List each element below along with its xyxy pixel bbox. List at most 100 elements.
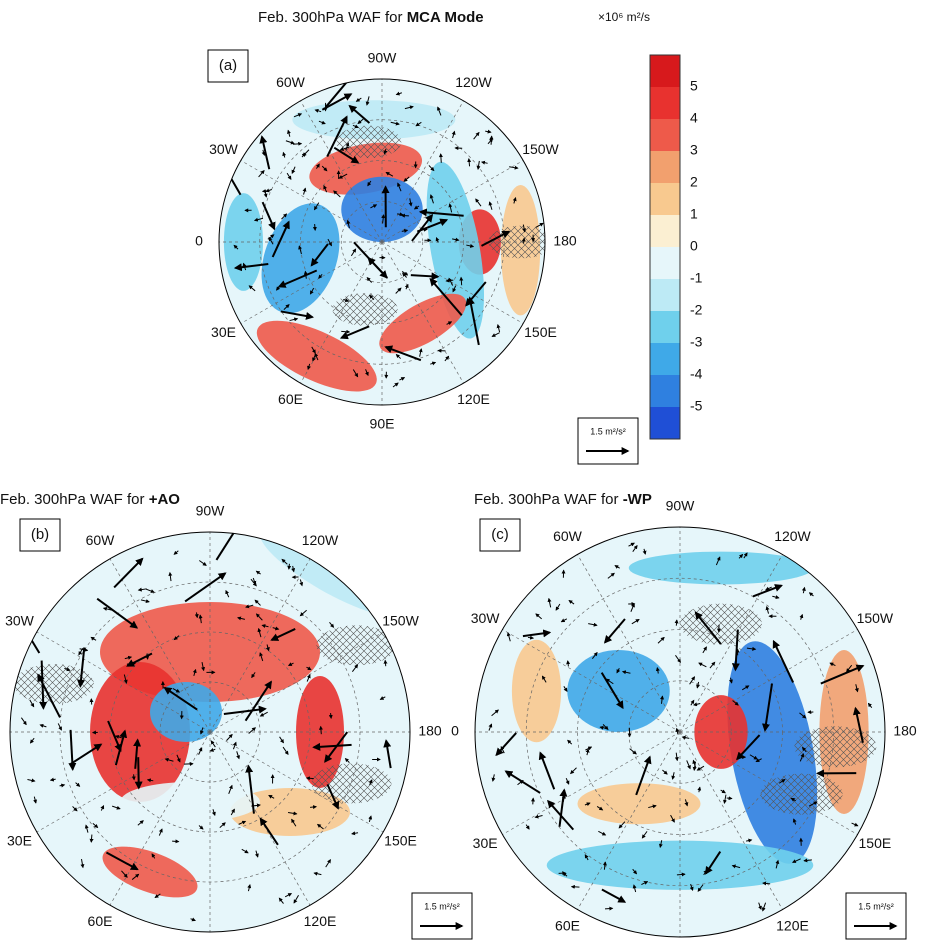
colorbar-bin [650, 215, 680, 247]
flux-vector [677, 874, 685, 875]
reference-vector-box [578, 418, 638, 464]
colorbar-label: -1 [690, 270, 703, 286]
map-field [216, 71, 553, 406]
longitude-label: 90W [196, 503, 226, 519]
longitude-label: 120E [776, 918, 809, 934]
longitude-label: 60E [88, 913, 113, 929]
colorbar-label: 2 [690, 174, 698, 190]
colorbar-bin [650, 183, 680, 215]
title-bold: MCA Mode [407, 9, 484, 26]
anomaly-region [512, 640, 561, 743]
longitude-label: 0 [451, 723, 459, 739]
flux-vector [441, 154, 442, 163]
flux-vector [422, 229, 427, 230]
flux-vector [134, 774, 135, 779]
panel-title: Feb. 300hPa WAF for +AO [0, 491, 180, 508]
significance-hatch [794, 726, 876, 767]
longitude-label: 180 [418, 723, 442, 739]
flux-vector [138, 757, 139, 788]
significance-hatch [680, 604, 762, 645]
colorbar-bin [650, 407, 680, 439]
flux-vector [147, 654, 148, 660]
longitude-label: 150W [522, 141, 559, 157]
colorbar-unit: ×10⁶ m²/s [598, 10, 650, 24]
title-prefix: Feb. 300hPa WAF for [258, 9, 407, 26]
figure: 90W120W150W180150E120E90E60E30E030W60WFe… [0, 0, 929, 944]
flux-vector [528, 637, 533, 638]
longitude-label: 30E [7, 833, 32, 849]
flux-vector [331, 713, 332, 718]
colorbar-bin [650, 375, 680, 407]
flux-vector [307, 778, 314, 779]
title-prefix: Feb. 300hPa WAF for [0, 491, 149, 508]
map-panel: 90W120W150W180150E120E90E60E30E030W60WFe… [451, 491, 917, 944]
flux-vector [568, 661, 569, 667]
anomaly-region [120, 782, 260, 822]
flux-vector [289, 564, 290, 569]
reference-vector-box [412, 893, 472, 939]
panel-title: Feb. 300hPa WAF for MCA Mode [258, 9, 484, 26]
flux-vector [676, 620, 677, 626]
panel-label: (a) [219, 57, 237, 74]
longitude-label: 150E [859, 835, 892, 851]
significance-hatch [311, 763, 391, 803]
longitude-label: 60E [278, 391, 303, 407]
flux-vector [321, 727, 322, 735]
longitude-label: 180 [893, 723, 917, 739]
flux-vector [385, 660, 386, 666]
colorbar-label: -5 [690, 398, 703, 414]
longitude-label: 120W [302, 532, 339, 548]
colorbar-bin [650, 119, 680, 151]
panel-label: (b) [31, 526, 49, 543]
significance-hatch [333, 293, 398, 326]
flux-vector [263, 191, 269, 192]
colorbar-label: 1 [690, 206, 698, 222]
longitude-label: 30E [211, 324, 236, 340]
colorbar-label: 4 [690, 110, 698, 126]
colorbar-label: 3 [690, 142, 698, 158]
flux-vector [293, 144, 301, 145]
title-bold: +AO [149, 491, 181, 508]
longitude-label: 150E [524, 324, 557, 340]
longitude-label: 30E [473, 835, 498, 851]
longitude-label: 120E [304, 913, 337, 929]
longitude-label: 30W [209, 141, 239, 157]
colorbar-bin [650, 279, 680, 311]
colorbar-bin [650, 247, 680, 279]
colorbar-label: 5 [690, 78, 698, 94]
flux-vector [524, 238, 525, 243]
colorbar: 5 4 3 2 1 0 -1 -2 -3 -4 -5 ×10⁶ m²/s [598, 10, 703, 439]
longitude-label: 60E [555, 918, 580, 934]
reference-vector-label: 1.5 m²/s² [858, 901, 894, 911]
reference-vector-label: 1.5 m²/s² [590, 426, 626, 436]
flux-vector [341, 331, 349, 332]
flux-vector [461, 277, 462, 285]
flux-vector [172, 841, 179, 842]
colorbar-label: -4 [690, 366, 703, 382]
longitude-label: 60W [553, 528, 583, 544]
anomaly-region [694, 695, 747, 769]
flux-vector [605, 908, 613, 909]
title-prefix: Feb. 300hPa WAF for [474, 491, 623, 508]
longitude-label: 30W [5, 613, 35, 629]
reference-vector-box [846, 893, 906, 939]
title-bold: -WP [623, 491, 652, 508]
colorbar-label: -2 [690, 302, 703, 318]
colorbar-label: 0 [690, 238, 698, 254]
panel-title: Feb. 300hPa WAF for -WP [474, 491, 652, 508]
flux-vector [127, 664, 135, 665]
longitude-label: 90W [666, 498, 696, 514]
anomaly-region [567, 650, 670, 732]
panel-label: (c) [491, 526, 509, 543]
longitude-label: 120W [455, 74, 492, 90]
flux-vector [315, 224, 316, 230]
colorbar-bin [650, 151, 680, 183]
colorbar-label: -3 [690, 334, 703, 350]
longitude-label: 120W [774, 528, 811, 544]
map-field [475, 527, 885, 937]
significance-hatch [336, 126, 401, 159]
flux-vector [310, 807, 316, 808]
colorbar-bin [650, 343, 680, 375]
colorbar-bin [650, 311, 680, 343]
colorbar-bin [650, 87, 680, 119]
